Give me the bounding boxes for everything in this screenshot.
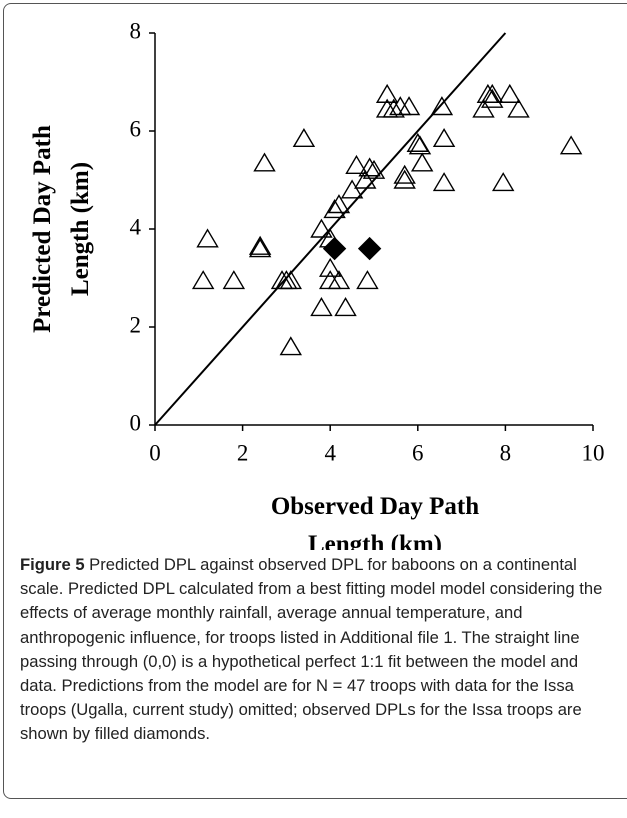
point-triangle bbox=[393, 164, 416, 184]
point-triangle bbox=[481, 88, 504, 108]
point-triangle bbox=[430, 96, 454, 116]
x-axis-label: Observed Day Path bbox=[271, 493, 479, 520]
point-triangle bbox=[498, 83, 522, 103]
x-tick-label: 6 bbox=[412, 440, 424, 465]
point-triangle bbox=[406, 132, 430, 152]
chart: 0 2 4 6 8 0 2 4 6 8 10 Observed Day Path Length (km)… bbox=[29, 18, 605, 550]
figure-frame bbox=[3, 3, 627, 799]
point-triangle bbox=[432, 172, 456, 192]
point-triangle bbox=[507, 98, 530, 118]
point-triangle bbox=[196, 228, 219, 248]
point-triangle bbox=[354, 169, 377, 189]
point-triangle bbox=[310, 297, 333, 317]
point-triangle bbox=[375, 83, 399, 103]
point-triangle bbox=[248, 238, 272, 258]
point-triangle bbox=[327, 194, 351, 214]
x-tick-label: 2 bbox=[237, 440, 249, 465]
point-diamond bbox=[357, 236, 382, 261]
point-triangle bbox=[327, 270, 351, 290]
y-axis-label: Length (km) bbox=[67, 162, 94, 296]
point-triangle bbox=[481, 83, 504, 103]
x-tick-label: 10 bbox=[582, 440, 605, 465]
point-triangle bbox=[559, 135, 583, 155]
point-triangle bbox=[358, 157, 381, 177]
point-triangle bbox=[323, 199, 346, 219]
point-triangle bbox=[334, 297, 357, 317]
x-tick-label: 4 bbox=[324, 440, 336, 465]
y-axis-label: Predicted Day Path bbox=[29, 125, 56, 333]
caption: Figure 5 Predicted DPL against observed … bbox=[20, 553, 612, 747]
y-tick-label: 2 bbox=[130, 312, 142, 337]
point-diamond bbox=[322, 236, 347, 261]
point-triangle bbox=[340, 179, 364, 199]
point-triangle bbox=[318, 257, 342, 277]
point-triangle bbox=[345, 154, 368, 174]
point-triangle bbox=[472, 98, 495, 118]
point-triangle bbox=[397, 96, 421, 116]
point-triangle bbox=[362, 159, 386, 179]
caption-label: Figure 5 bbox=[20, 555, 85, 574]
point-triangle bbox=[292, 127, 316, 148]
point-triangle bbox=[279, 270, 303, 290]
point-triangle bbox=[393, 169, 416, 189]
point-triangle bbox=[248, 235, 272, 255]
x-tick-label: 8 bbox=[500, 440, 512, 465]
caption-text: Predicted DPL against observed DPL for b… bbox=[20, 555, 603, 744]
point-triangle bbox=[408, 135, 432, 155]
point-triangle bbox=[279, 336, 303, 356]
y-tick-label: 6 bbox=[130, 116, 142, 141]
point-triangle bbox=[356, 270, 379, 290]
point-triangle bbox=[310, 218, 333, 238]
point-triangle bbox=[222, 270, 246, 290]
x-axis-label: Length (km) bbox=[308, 531, 442, 550]
x-tick-label: 0 bbox=[149, 440, 161, 465]
y-tick-label: 4 bbox=[130, 214, 142, 239]
point-triangle bbox=[253, 152, 276, 172]
point-triangle bbox=[491, 172, 515, 192]
y-tick-label: 0 bbox=[130, 410, 142, 435]
point-triangle bbox=[410, 152, 434, 172]
point-triangle bbox=[191, 270, 215, 290]
point-triangle bbox=[382, 98, 405, 118]
y-tick-label: 8 bbox=[130, 18, 142, 43]
point-triangle bbox=[432, 127, 456, 148]
